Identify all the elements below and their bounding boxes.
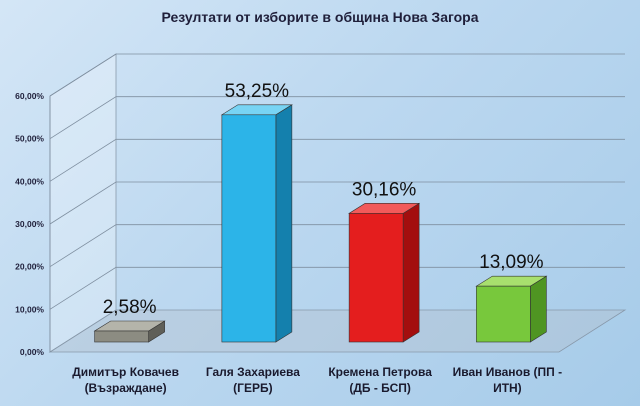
bar-side bbox=[530, 275, 547, 343]
bar-side bbox=[402, 202, 420, 343]
bar-front bbox=[476, 285, 531, 343]
bar bbox=[348, 202, 421, 343]
x-tick-label: (ДБ - БСП) bbox=[349, 381, 411, 395]
x-tick-label: Галя Захариева bbox=[206, 365, 300, 379]
gridline bbox=[49, 224, 625, 268]
gridline bbox=[49, 138, 625, 182]
x-tick-label: Димитър Ковачев bbox=[72, 365, 179, 379]
bar-side bbox=[275, 104, 293, 343]
gridline bbox=[49, 181, 625, 225]
bar bbox=[93, 320, 166, 343]
y-axis-ticks: 0,00% 10,00% 20,00% 30,00% 40,00% 50,00% 60,00… bbox=[15, 91, 44, 357]
gridline bbox=[49, 53, 625, 97]
data-labels: 2,58% 53,25% 30,16% 13,09% bbox=[103, 81, 544, 318]
y-tick-label: 60,00% bbox=[15, 91, 44, 101]
bar bbox=[475, 275, 548, 343]
data-label: 30,16% bbox=[352, 179, 417, 200]
data-label: 53,25% bbox=[225, 81, 290, 102]
x-tick-label: (ГЕРБ) bbox=[233, 381, 272, 395]
bar-front bbox=[348, 213, 404, 343]
y-tick-label: 10,00% bbox=[15, 304, 44, 314]
bar-series bbox=[93, 104, 548, 343]
data-label: 13,09% bbox=[479, 252, 544, 273]
x-tick-label: ИТН) bbox=[493, 381, 522, 395]
y-tick-label: 20,00% bbox=[15, 262, 44, 272]
x-tick-label: Кремена Петрова bbox=[328, 365, 432, 379]
y-tick-label: 0,00% bbox=[20, 347, 45, 357]
y-tick-label: 40,00% bbox=[15, 176, 44, 186]
x-tick-label: Иван Иванов (ПП - bbox=[453, 365, 562, 379]
bar-front bbox=[94, 330, 149, 343]
data-label: 2,58% bbox=[103, 297, 157, 318]
bar-front bbox=[221, 114, 277, 343]
bar bbox=[220, 104, 293, 343]
chart-title: Резултати от изборите в община Нова Заго… bbox=[161, 9, 478, 25]
y-tick-label: 50,00% bbox=[15, 134, 44, 144]
x-axis-labels: Димитър Ковачев (Възраждане) Галя Захариев… bbox=[72, 365, 562, 395]
gridline bbox=[49, 96, 625, 140]
x-tick-label: (Възраждане) bbox=[85, 381, 167, 395]
y-tick-label: 30,00% bbox=[15, 219, 44, 229]
gridline bbox=[49, 266, 625, 310]
